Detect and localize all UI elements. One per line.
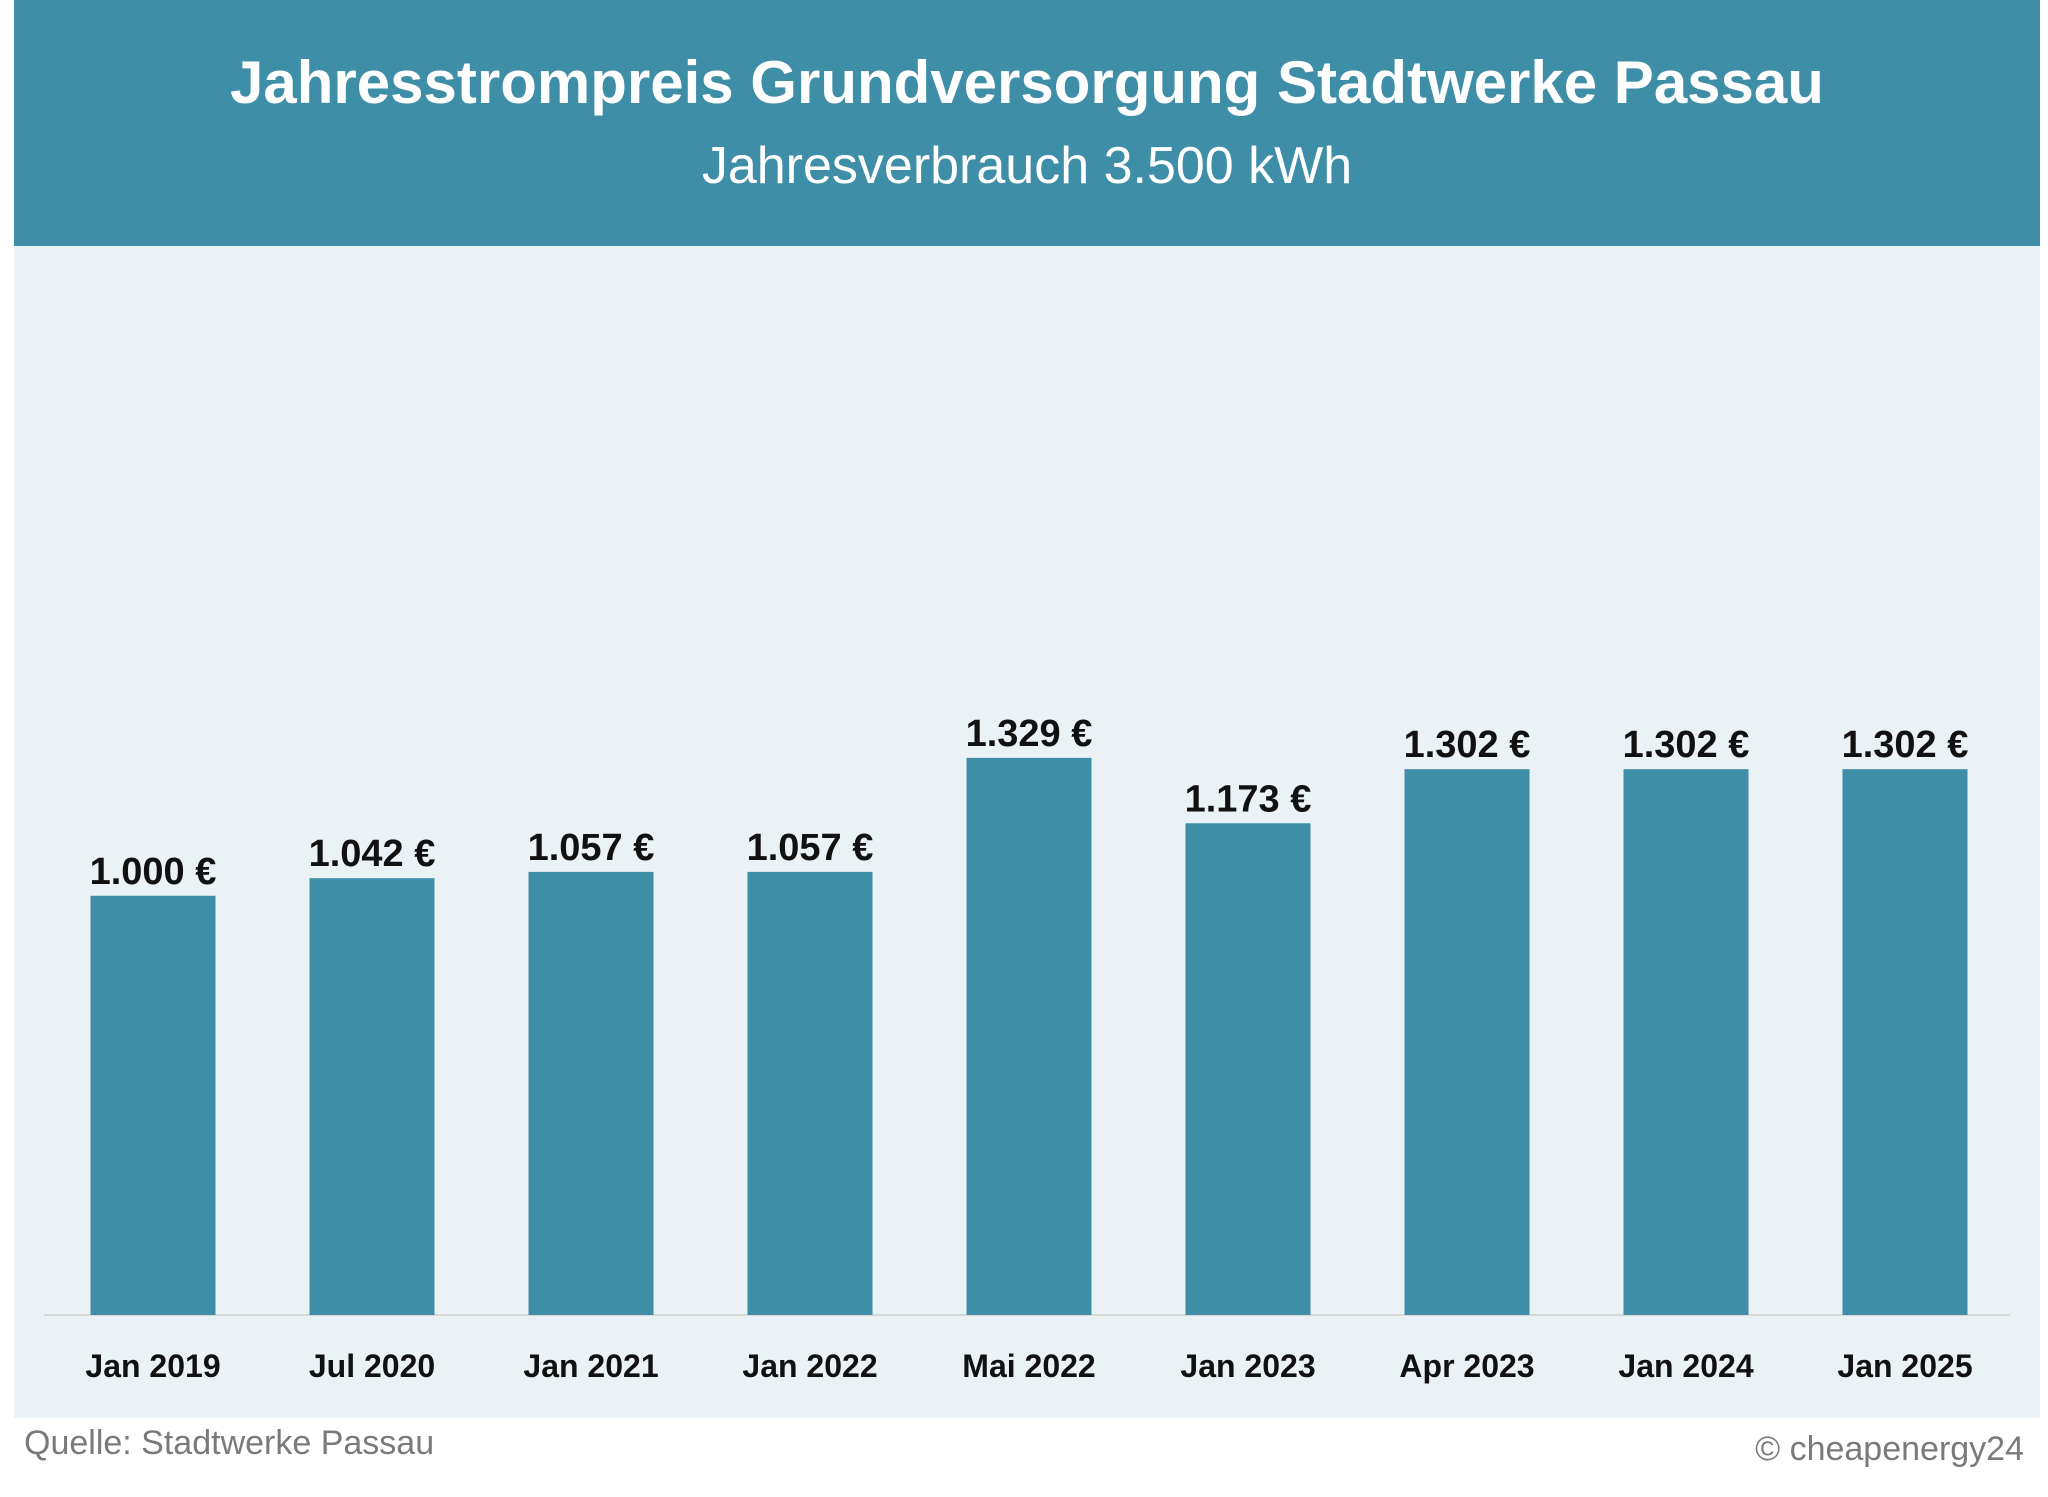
bar-value-label: 1.042 €: [309, 833, 436, 875]
bar-chart: 1.000 € Jan 2019 1.042 € Jul 2020 1.057 € Jan…: [44, 713, 2010, 1384]
source-note: Quelle: Stadtwerke Passau: [24, 1424, 435, 1462]
chart-title: Jahresstrompreis Grundversorgung Stadtwe…: [230, 49, 1824, 116]
bar: [1404, 769, 1530, 1315]
x-tick-label: Jan 2024: [1618, 1348, 1753, 1384]
bar: [1842, 769, 1968, 1315]
bar: [528, 871, 654, 1315]
x-tick-label: Jan 2025: [1837, 1348, 1972, 1384]
x-tick-label: Jan 2023: [1180, 1348, 1315, 1384]
bar-value-label: 1.302 €: [1623, 724, 1750, 766]
chart-header: Jahresstrompreis Grundversorgung Stadtwe…: [14, 0, 2040, 246]
bar: [1623, 769, 1749, 1315]
x-tick-label: Jul 2020: [309, 1348, 435, 1384]
x-tick-label: Apr 2023: [1399, 1348, 1534, 1384]
bar-value-label: 1.173 €: [1185, 778, 1312, 820]
bar-value-label: 1.000 €: [90, 851, 217, 893]
copyright-note: © cheapenergy24: [1755, 1430, 2024, 1468]
bar-value-label: 1.302 €: [1842, 724, 1969, 766]
bar: [309, 878, 435, 1315]
bar: [90, 895, 216, 1315]
x-tick-label: Jan 2022: [742, 1348, 877, 1384]
x-tick-label: Mai 2022: [962, 1348, 1095, 1384]
bar: [747, 871, 873, 1315]
bar: [1185, 823, 1311, 1315]
plot-area: 1.000 € Jan 2019 1.042 € Jul 2020 1.057 € Jan…: [14, 246, 2040, 1418]
x-tick-label: Jan 2019: [85, 1348, 220, 1384]
x-tick-label: Jan 2021: [523, 1348, 658, 1384]
bar: [966, 757, 1092, 1315]
chart-subtitle: Jahresverbrauch 3.500 kWh: [701, 137, 1353, 195]
bar-value-label: 1.302 €: [1404, 724, 1531, 766]
bar-value-label: 1.057 €: [528, 827, 655, 869]
bar-value-label: 1.057 €: [747, 827, 874, 869]
bar-value-label: 1.329 €: [966, 713, 1093, 755]
